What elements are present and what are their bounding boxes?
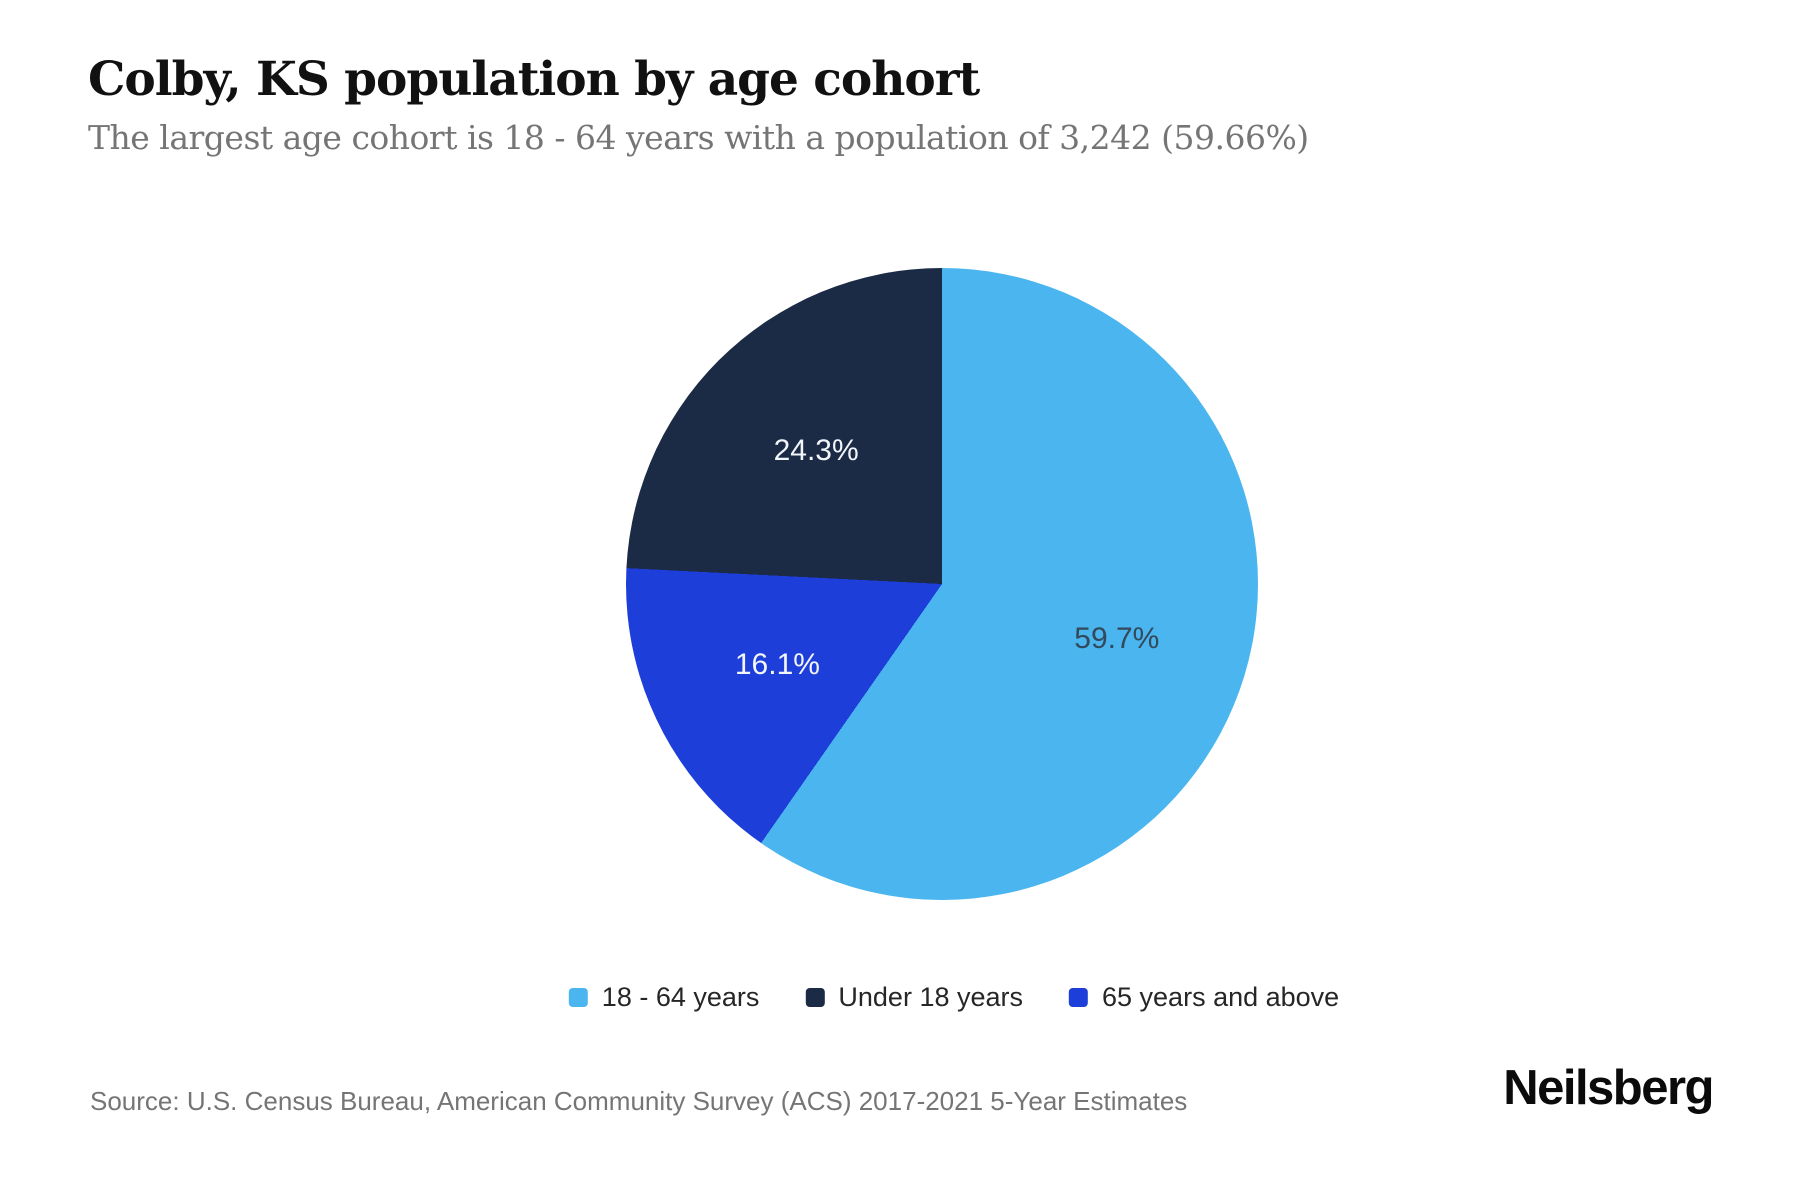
source-attribution: Source: U.S. Census Bureau, American Com… <box>90 1086 1188 1116</box>
legend-item: Under 18 years <box>805 982 1023 1013</box>
legend-label: Under 18 years <box>838 982 1024 1012</box>
chart-legend: 18 - 64 years Under 18 years 65 years and … <box>568 982 1339 1013</box>
pie-slice-label: 16.1% <box>734 647 820 681</box>
pie-slice-label: 59.7% <box>1074 621 1160 655</box>
pie-circle <box>626 268 1258 900</box>
neilsberg-logo: Neilsberg <box>1503 1061 1714 1115</box>
legend-swatch-icon <box>805 988 825 1007</box>
chart-subtitle: The largest age cohort is 18 - 64 years … <box>88 118 1309 157</box>
legend-swatch-icon <box>568 988 588 1007</box>
legend-swatch-icon <box>1069 988 1089 1007</box>
pie-chart: 59.7% 16.1% 24.3% <box>626 268 1258 900</box>
legend-item: 18 - 64 years <box>568 982 760 1013</box>
pie-slice-label: 24.3% <box>773 433 859 467</box>
chart-title: Colby, KS population by age cohort <box>88 52 980 107</box>
legend-item: 65 years and above <box>1069 982 1339 1013</box>
legend-label: 65 years and above <box>1102 982 1340 1012</box>
legend-label: 18 - 64 years <box>601 982 760 1012</box>
